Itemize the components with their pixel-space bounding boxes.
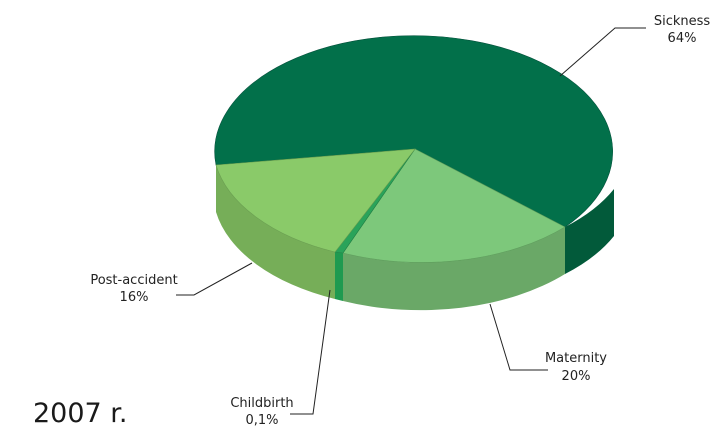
label-maternity-name: Maternity bbox=[545, 351, 607, 366]
slice-side-sickness bbox=[565, 189, 614, 274]
label-sickness-name: Sickness bbox=[654, 14, 711, 29]
label-post-accident-name: Post-accident bbox=[90, 273, 177, 288]
label-sickness-value: 64% bbox=[668, 31, 697, 46]
label-childbirth-value: 0,1% bbox=[245, 413, 278, 427]
slice-sickness bbox=[214, 35, 613, 228]
leader-post-accident bbox=[176, 262, 253, 296]
slice-side-maternity bbox=[343, 227, 565, 311]
slice-post-accident bbox=[215, 148, 416, 253]
label-maternity-value: 20% bbox=[562, 369, 591, 384]
leader-sickness bbox=[559, 27, 646, 77]
slice-maternity bbox=[342, 148, 566, 263]
leader-maternity bbox=[489, 303, 548, 371]
leader-childbirth bbox=[290, 289, 331, 415]
chart-caption: 2007 r. bbox=[33, 398, 128, 427]
label-post-accident-value: 16% bbox=[120, 290, 149, 305]
slice-side-post-accident bbox=[216, 165, 335, 299]
slice-side-childbirth bbox=[335, 252, 343, 301]
label-childbirth-name: Childbirth bbox=[230, 396, 293, 411]
